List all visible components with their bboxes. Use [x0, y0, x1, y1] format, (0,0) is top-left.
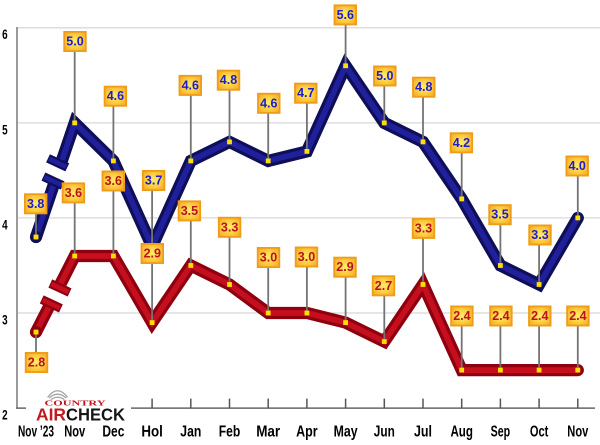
svg-text:2.9: 2.9 — [144, 246, 161, 261]
svg-text:5.6: 5.6 — [337, 7, 354, 22]
svg-text:CHECK: CHECK — [66, 404, 125, 424]
svg-text:3: 3 — [2, 312, 8, 328]
svg-text:Sep: Sep — [491, 424, 511, 440]
svg-text:2.4: 2.4 — [492, 308, 510, 323]
svg-text:2.4: 2.4 — [453, 308, 471, 323]
svg-text:Aug: Aug — [450, 424, 473, 440]
svg-text:3.6: 3.6 — [65, 185, 82, 200]
svg-text:Jul: Jul — [414, 424, 432, 440]
svg-text:5.0: 5.0 — [376, 68, 393, 83]
svg-text:2.4: 2.4 — [569, 308, 587, 323]
svg-text:Nov ’23: Nov ’23 — [18, 424, 54, 440]
svg-text:Nov: Nov — [567, 424, 588, 440]
svg-text:4.7: 4.7 — [297, 85, 314, 100]
svg-text:3.5: 3.5 — [181, 203, 198, 218]
svg-text:5: 5 — [2, 121, 8, 137]
svg-text:5.0: 5.0 — [66, 34, 83, 49]
svg-text:Apr: Apr — [296, 424, 318, 440]
svg-text:3.3: 3.3 — [221, 219, 238, 234]
svg-text:2.4: 2.4 — [531, 308, 549, 323]
svg-text:3.3: 3.3 — [415, 220, 432, 235]
svg-text:4.0: 4.0 — [569, 158, 586, 173]
svg-text:2: 2 — [2, 407, 8, 423]
svg-text:4.2: 4.2 — [453, 135, 470, 150]
svg-text:4.6: 4.6 — [182, 77, 199, 92]
svg-text:3.7: 3.7 — [145, 173, 162, 188]
svg-text:Feb: Feb — [219, 424, 241, 440]
svg-text:Mar: Mar — [256, 424, 280, 440]
svg-text:3.8: 3.8 — [27, 196, 44, 211]
svg-text:Jun: Jun — [374, 424, 395, 440]
svg-text:6: 6 — [2, 26, 8, 42]
svg-text:3.0: 3.0 — [298, 249, 315, 264]
svg-text:2.8: 2.8 — [28, 355, 45, 370]
svg-text:Jan: Jan — [180, 424, 201, 440]
svg-text:4.6: 4.6 — [260, 95, 277, 110]
svg-text:2.9: 2.9 — [336, 259, 353, 274]
svg-text:Hol: Hol — [141, 424, 163, 440]
svg-text:Dec: Dec — [102, 424, 124, 440]
svg-text:4.8: 4.8 — [220, 72, 237, 87]
svg-text:3.5: 3.5 — [491, 207, 508, 222]
svg-text:Oct: Oct — [530, 424, 549, 440]
svg-text:2.7: 2.7 — [375, 278, 392, 293]
svg-text:AIR: AIR — [36, 404, 66, 424]
svg-text:3.3: 3.3 — [531, 227, 548, 242]
svg-text:4.8: 4.8 — [415, 79, 432, 94]
svg-text:4.6: 4.6 — [107, 88, 124, 103]
svg-text:3.0: 3.0 — [260, 250, 277, 265]
svg-text:Nov: Nov — [64, 424, 85, 440]
svg-text:3.6: 3.6 — [105, 173, 122, 188]
svg-text:4: 4 — [2, 216, 8, 232]
svg-text:May: May — [334, 424, 358, 440]
svg-text:COUNTRY: COUNTRY — [45, 399, 107, 408]
